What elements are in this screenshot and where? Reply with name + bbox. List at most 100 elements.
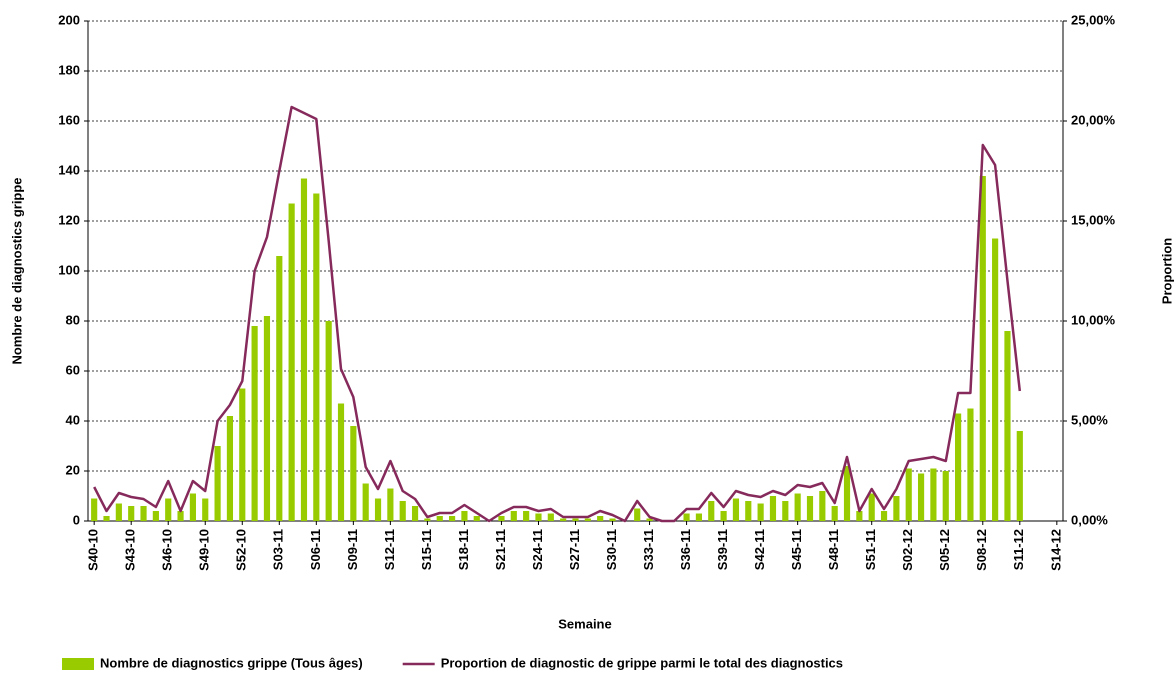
bar: [448, 516, 456, 521]
y-tick-label: 200: [58, 12, 80, 27]
x-tick-label: S09-11: [345, 529, 360, 570]
bar: [843, 466, 851, 521]
x-tick-label: S21-11: [493, 529, 508, 570]
y-tick-label: 20: [66, 462, 80, 477]
bar: [1004, 331, 1011, 521]
y-tick-label: 120: [58, 212, 80, 227]
x-axis-title: Semaine: [558, 616, 611, 631]
y2-tick-label: 25,00%: [1071, 12, 1116, 27]
y-tick-label: 140: [58, 162, 80, 177]
y-tick-label: 100: [58, 262, 80, 277]
x-tick-label: S51-11: [863, 529, 878, 570]
x-tick-label: S30-11: [604, 529, 619, 570]
x-tick-label: S49-10: [197, 529, 212, 571]
bar: [1016, 431, 1023, 521]
x-tick-label: S02-12: [900, 529, 915, 571]
bar: [251, 326, 258, 521]
bar: [189, 493, 196, 521]
bar: [757, 503, 764, 521]
bar: [597, 516, 604, 521]
bar: [967, 408, 974, 521]
y-tick-label: 180: [58, 62, 80, 77]
bar: [708, 501, 715, 521]
bar: [806, 496, 814, 521]
y2-tick-label: 15,00%: [1071, 212, 1116, 227]
y2-axis-title: Proportion: [1159, 238, 1174, 304]
legend-label: Proportion de diagnostic de grippe parmi…: [441, 655, 843, 670]
bar: [411, 506, 419, 521]
bar: [572, 518, 579, 521]
x-tick-label: S43-10: [123, 529, 138, 571]
bar: [337, 403, 345, 521]
bar: [325, 321, 332, 521]
bar: [140, 506, 147, 521]
bar: [942, 471, 949, 521]
bar: [683, 513, 690, 521]
x-tick-label: S27-11: [567, 529, 582, 570]
bar: [115, 503, 122, 521]
x-tick-label: S40-10: [86, 529, 101, 571]
y2-tick-label: 20,00%: [1071, 112, 1116, 127]
line: [93, 105, 1022, 523]
x-tick-label: S45-11: [789, 529, 804, 570]
x-tick-label: S18-11: [456, 529, 471, 570]
bar: [794, 493, 801, 521]
bar: [226, 416, 234, 521]
bar: [893, 496, 900, 521]
legend-swatch: [62, 658, 94, 670]
bar: [880, 511, 888, 521]
bar: [782, 501, 789, 521]
bar: [979, 176, 986, 521]
x-tick-label: S46-10: [160, 529, 175, 571]
bar: [523, 511, 530, 521]
x-tick-label: S33-11: [641, 529, 656, 570]
bar: [769, 496, 777, 521]
legend-label: Nombre de diagnostics grippe (Tous âges): [100, 655, 363, 670]
x-tick-label: S15-11: [419, 529, 434, 570]
bar: [399, 501, 406, 521]
x-tick-label: S39-11: [715, 529, 730, 570]
y-tick-label: 80: [66, 312, 80, 327]
bar: [300, 178, 308, 521]
y-tick-label: 40: [66, 412, 80, 427]
x-tick-label: S12-11: [382, 529, 397, 570]
bar: [547, 513, 554, 521]
bar: [374, 498, 382, 521]
bar: [930, 468, 937, 521]
y-tick-label: 0: [73, 512, 80, 527]
y-axis-title: Nombre de diagnostics grippe: [9, 177, 24, 364]
bar: [535, 513, 542, 521]
y2-tick-label: 5,00%: [1071, 412, 1108, 427]
bar: [128, 506, 135, 521]
x-tick-label: S11-12: [1011, 529, 1026, 570]
y-tick-label: 60: [66, 362, 80, 377]
x-tick-label: S24-11: [530, 529, 545, 570]
bar: [313, 193, 320, 521]
y-tick-label: 160: [58, 112, 80, 127]
bar: [584, 518, 591, 521]
bar: [239, 388, 246, 521]
bar: [424, 518, 431, 521]
x-tick-label: S36-11: [678, 529, 693, 570]
x-tick-label: S06-11: [308, 529, 323, 570]
bar: [917, 473, 925, 521]
bar: [461, 511, 468, 521]
bar: [868, 493, 875, 521]
x-tick-label: S08-12: [974, 529, 989, 571]
x-tick-label: S52-10: [234, 529, 249, 571]
bar: [634, 508, 641, 521]
bar: [745, 501, 752, 521]
bar: [91, 498, 98, 521]
bar: [955, 413, 962, 521]
bar: [436, 516, 443, 521]
bar: [905, 468, 912, 521]
bar: [498, 516, 505, 521]
bar: [473, 516, 480, 521]
bar: [202, 498, 209, 521]
bar: [819, 491, 826, 521]
bar: [288, 203, 295, 521]
bar: [263, 316, 271, 521]
bar: [214, 446, 221, 521]
bar: [560, 518, 567, 521]
